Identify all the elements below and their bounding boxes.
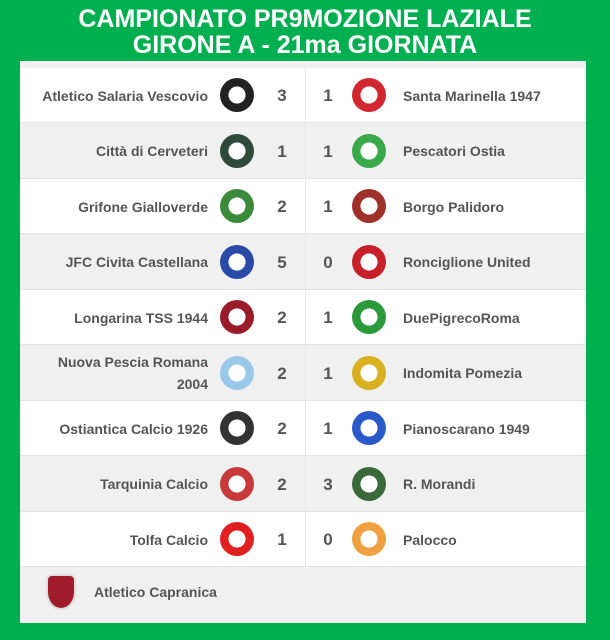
home-team-logo-icon bbox=[220, 355, 254, 390]
home-team-name: Atletico Salaria Vescovio bbox=[42, 87, 208, 104]
match-row[interactable]: Atletico Salaria Vescovio 3 1 Santa Mari… bbox=[20, 68, 586, 123]
team-logo-icon bbox=[46, 574, 76, 610]
home-team-name: Tolfa Calcio bbox=[129, 531, 208, 548]
match-row[interactable]: Longarina TSS 1944 2 1 DuePigrecoRoma bbox=[20, 290, 586, 345]
match-row[interactable]: Tolfa Calcio 1 0 Palocco bbox=[20, 512, 586, 567]
away-score: 1 bbox=[323, 308, 333, 327]
home-team-logo-icon bbox=[220, 244, 254, 279]
away-team-name: Ronciglione United bbox=[403, 254, 531, 270]
match-row[interactable]: Città di Cerveteri 1 1 Pescatori Ostia bbox=[20, 123, 586, 179]
away-score: 0 bbox=[323, 252, 333, 272]
home-team-name: Città di Cerveteri bbox=[95, 143, 208, 159]
home-team-logo-icon bbox=[220, 133, 254, 168]
divider bbox=[305, 290, 306, 344]
away-team-name: Santa Marinella 1947 bbox=[403, 87, 541, 104]
home-team-name: Longarina TSS 1944 bbox=[74, 309, 208, 326]
away-score: 1 bbox=[323, 363, 333, 383]
divider bbox=[305, 123, 306, 178]
home-score: 1 bbox=[277, 530, 287, 549]
home-score: 3 bbox=[277, 86, 287, 105]
away-team-logo-icon bbox=[352, 133, 386, 168]
away-team-logo-icon bbox=[352, 355, 386, 390]
away-team-logo-icon bbox=[352, 78, 386, 112]
divider bbox=[305, 234, 306, 289]
away-team-name: Borgo Palidoro bbox=[403, 198, 505, 215]
divider bbox=[305, 68, 306, 122]
away-team-logo-icon bbox=[352, 466, 386, 501]
away-team-name: DuePigrecoRoma bbox=[403, 309, 520, 326]
home-score: 2 bbox=[277, 308, 287, 327]
away-team-logo-icon bbox=[352, 300, 386, 334]
divider bbox=[305, 401, 306, 455]
away-team-name: Pescatori Ostia bbox=[403, 143, 505, 159]
home-team-logo-icon bbox=[220, 522, 254, 556]
home-score: 2 bbox=[277, 419, 287, 438]
away-score: 1 bbox=[323, 419, 333, 438]
home-team-name: Nuova Pescia Romana 2004 bbox=[57, 354, 208, 392]
home-score: 2 bbox=[277, 474, 287, 494]
away-score: 3 bbox=[323, 474, 333, 494]
away-score: 1 bbox=[323, 86, 333, 105]
home-team-logo-icon bbox=[220, 78, 254, 112]
home-team-logo-icon bbox=[220, 411, 254, 445]
match-row[interactable]: Tarquinia Calcio 2 3 R. Morandi bbox=[20, 456, 586, 512]
match-row[interactable]: JFC Civita Castellana 5 0 Ronciglione Un… bbox=[20, 234, 586, 290]
results-table: Atletico Capranica Atletico Salaria Vesc… bbox=[20, 61, 586, 623]
home-score: 5 bbox=[277, 252, 287, 272]
divider bbox=[305, 179, 306, 233]
bye-team-name: Atletico Capranica bbox=[94, 584, 217, 600]
page-title: CAMPIONATO PR9MOZIONE LAZIALE bbox=[78, 5, 532, 33]
home-team-logo-icon bbox=[220, 300, 254, 334]
match-row[interactable]: Ostiantica Calcio 1926 2 1 Pianoscarano … bbox=[20, 401, 586, 456]
home-score: 2 bbox=[277, 363, 287, 383]
page-subtitle: GIRONE A - 21ma GIORNATA bbox=[132, 31, 478, 59]
home-score: 1 bbox=[277, 141, 287, 161]
away-team-name: Pianoscarano 1949 bbox=[403, 420, 530, 437]
away-team-logo-icon bbox=[352, 411, 386, 445]
away-team-name: Palocco bbox=[403, 531, 457, 548]
away-score: 1 bbox=[323, 197, 333, 216]
home-team-name: Tarquinia Calcio bbox=[100, 476, 208, 492]
away-score: 0 bbox=[323, 530, 333, 549]
match-row[interactable]: Nuova Pescia Romana 2004 2 1 Indomita Po… bbox=[20, 345, 586, 401]
home-team-logo-icon bbox=[220, 189, 254, 223]
divider bbox=[305, 456, 306, 511]
home-team-name: Ostiantica Calcio 1926 bbox=[59, 420, 208, 437]
away-team-logo-icon bbox=[352, 244, 386, 279]
match-row[interactable]: Grifone Gialloverde 2 1 Borgo Palidoro bbox=[20, 179, 586, 234]
away-team-name: R. Morandi bbox=[403, 476, 476, 492]
divider bbox=[305, 512, 306, 566]
bye-row: Atletico Capranica bbox=[20, 564, 586, 620]
home-team-name: Grifone Gialloverde bbox=[78, 198, 208, 215]
away-team-name: Indomita Pomezia bbox=[403, 365, 523, 381]
home-score: 2 bbox=[277, 197, 287, 216]
home-team-name: JFC Civita Castellana bbox=[65, 254, 208, 270]
divider bbox=[305, 345, 306, 400]
away-team-logo-icon bbox=[352, 522, 386, 556]
away-team-logo-icon bbox=[352, 189, 386, 223]
away-score: 1 bbox=[323, 141, 333, 161]
home-team-logo-icon bbox=[220, 466, 254, 501]
